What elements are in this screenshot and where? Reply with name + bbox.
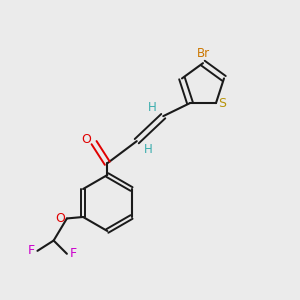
Text: O: O xyxy=(56,212,65,225)
Text: H: H xyxy=(144,143,152,156)
Text: F: F xyxy=(27,244,34,257)
Text: S: S xyxy=(218,97,226,110)
Text: O: O xyxy=(81,133,91,146)
Text: Br: Br xyxy=(196,47,210,60)
Text: H: H xyxy=(148,101,156,114)
Text: F: F xyxy=(70,247,77,260)
